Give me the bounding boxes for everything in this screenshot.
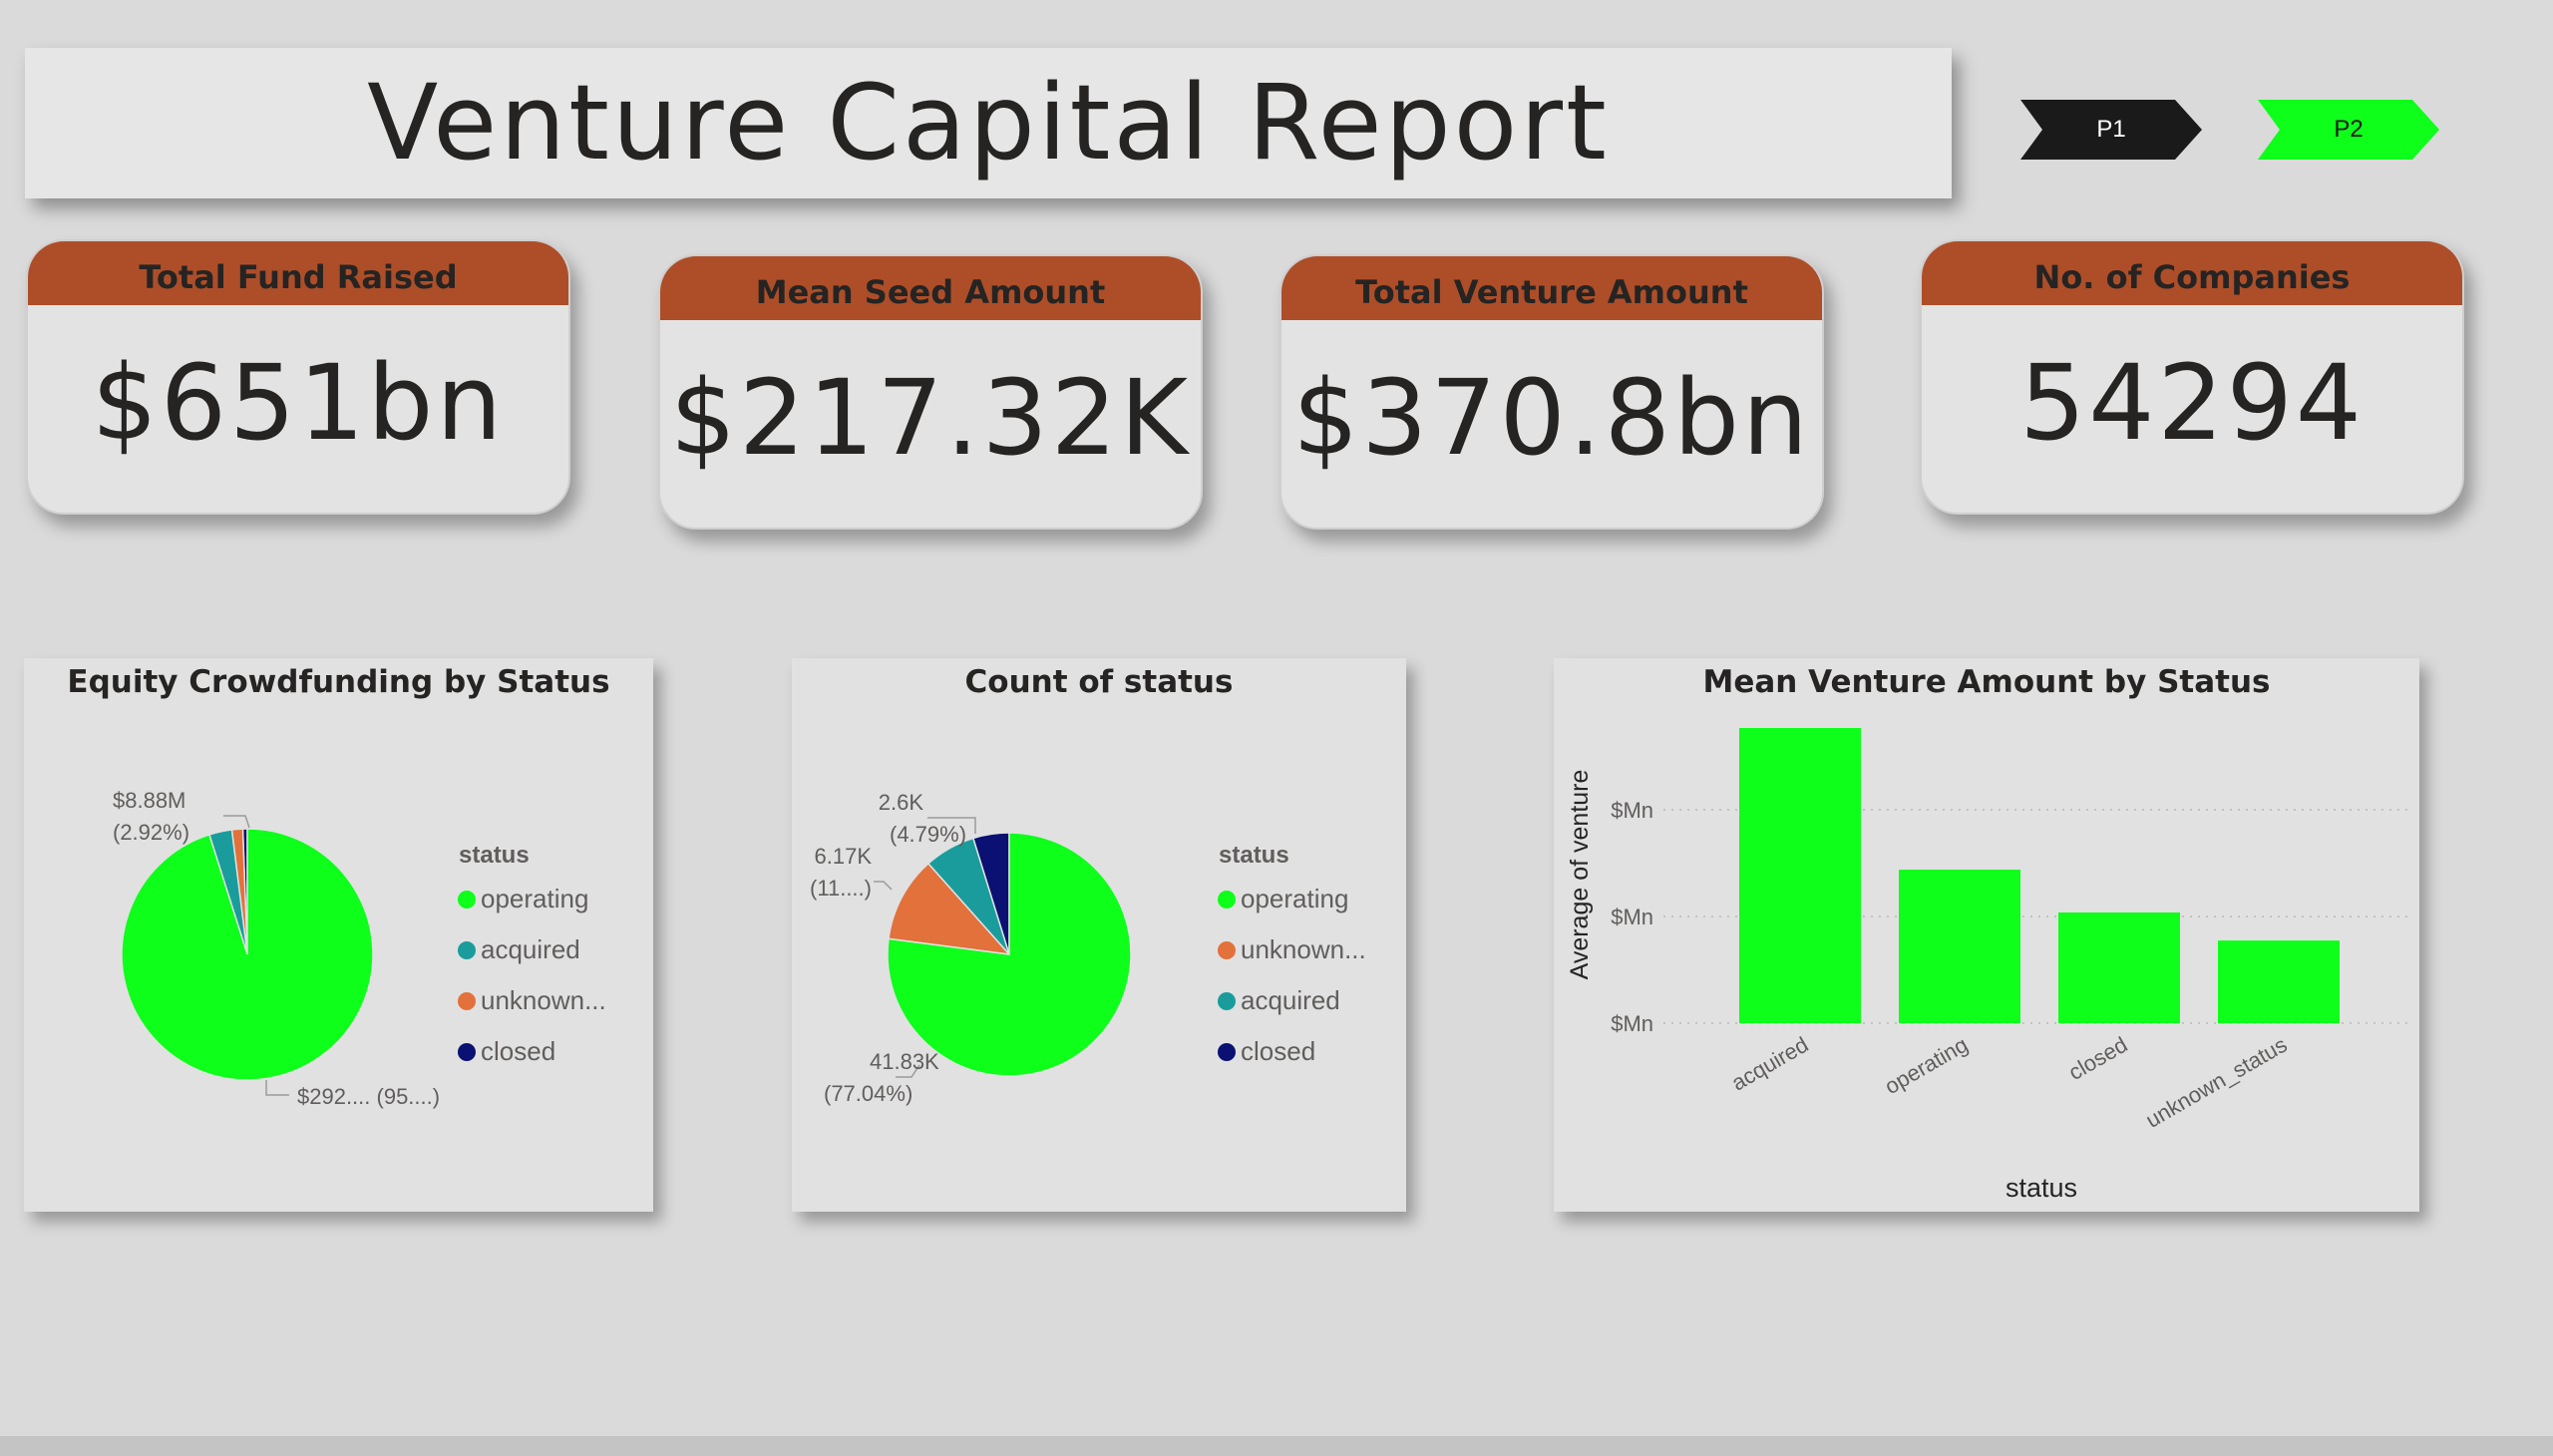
legend-item[interactable]: operating: [1241, 884, 1348, 913]
data-label: (4.79%): [890, 822, 966, 847]
nav-arrow-p1-shape: [2020, 100, 2202, 160]
pie-chart-count-of-status: 2.6K (4.79%) 6.17K (11....) 41.83K (77.0…: [810, 790, 1366, 1106]
chart-panel-equity-crowdfunding[interactable]: Equity Crowdfunding by Status $8.88M (2.…: [24, 658, 653, 1212]
kpi-card-total-venture-amount: Total Venture Amount $370.8bn: [1279, 254, 1824, 530]
pie-slice-operating[interactable]: [121, 828, 374, 1081]
nav-button-p1[interactable]: P1: [2020, 100, 2202, 160]
pie-slice-operating[interactable]: [887, 832, 1132, 1077]
legend-marker: [1218, 941, 1236, 959]
report-title-box: Venture Capital Report: [25, 48, 1952, 198]
data-label: (11....): [810, 876, 872, 901]
nav-label-p1: P1: [2096, 116, 2126, 143]
chart-panel-mean-venture-amount[interactable]: Mean Venture Amount by Status $Mn $Mn $Mn …: [1554, 658, 2419, 1212]
chart-title: Equity Crowdfunding by Status: [67, 664, 610, 700]
nav-arrow-p2-shape: [2258, 100, 2439, 160]
kpi-card-no-of-companies: No. of Companies 54294: [1920, 239, 2464, 515]
page-title: Venture Capital Report: [367, 62, 1610, 183]
data-label: 6.17K: [815, 844, 873, 869]
kpi-value: 54294: [2019, 342, 2365, 464]
chart-title: Count of status: [964, 664, 1234, 700]
nav-label-p2: P2: [2334, 116, 2364, 143]
legend-marker: [1218, 992, 1236, 1010]
x-tick-label: operating: [1881, 1032, 1973, 1100]
y-tick-label: $Mn: [1611, 1011, 1653, 1036]
bar-chart-mean-venture-amount: $Mn $Mn $Mn acquired operating closed unknown…: [1566, 728, 2409, 1203]
kpi-label: Mean Seed Amount: [660, 256, 1201, 320]
kpi-card-mean-seed-amount: Mean Seed Amount $217.32K: [658, 254, 1203, 530]
leader-line: [223, 815, 250, 829]
legend-item[interactable]: unknown...: [481, 985, 606, 1015]
chart-title: Mean Venture Amount by Status: [1702, 664, 2271, 700]
pie-chart-equity-crowdfunding: $8.88M (2.92%) $292.... (95....) status …: [113, 788, 606, 1109]
kpi-label: Total Fund Raised: [28, 241, 568, 305]
leader-line: [896, 1064, 920, 1078]
data-label: $8.88M: [113, 788, 185, 813]
kpi-value: $217.32K: [669, 357, 1192, 479]
bar-unknown-status[interactable]: [2218, 940, 2340, 1023]
legend-marker: [458, 1043, 476, 1061]
legend-title: status: [1219, 842, 1289, 869]
x-axis-label: status: [2006, 1173, 2077, 1203]
leader-line: [265, 1080, 289, 1096]
legend-marker: [1218, 1043, 1236, 1061]
legend-marker: [458, 941, 476, 959]
legend-marker: [458, 992, 476, 1010]
nav-button-p2[interactable]: P2: [2258, 100, 2439, 160]
pie-slice-unknown[interactable]: [888, 862, 1011, 956]
y-axis-label: Average of venture: [1566, 770, 1594, 980]
legend-title: status: [459, 842, 530, 869]
y-tick-label: $Mn: [1611, 798, 1653, 823]
kpi-label: No. of Companies: [1922, 241, 2462, 305]
x-tick-label: closed: [2064, 1032, 2132, 1085]
y-tick-label: $Mn: [1611, 905, 1653, 929]
kpi-card-total-fund-raised: Total Fund Raised $651bn: [26, 239, 570, 515]
chart-panel-count-of-status[interactable]: Count of status 2.6K (4.79%) 6.17K (11..…: [792, 658, 1406, 1212]
horizontal-scrollbar[interactable]: [0, 1436, 2553, 1456]
kpi-label: Total Venture Amount: [1281, 256, 1822, 320]
data-label: $292.... (95....): [297, 1084, 440, 1109]
bar-acquired[interactable]: [1739, 728, 1861, 1023]
data-label: 2.6K: [879, 790, 924, 815]
bar-closed[interactable]: [2058, 912, 2180, 1023]
data-label: (77.04%): [824, 1081, 912, 1106]
legend-item[interactable]: operating: [481, 884, 588, 913]
leader-line: [874, 881, 893, 891]
x-tick-label: unknown_status: [2141, 1032, 2291, 1133]
x-tick-label: acquired: [1727, 1032, 1813, 1096]
leader-line: [927, 817, 976, 834]
legend-marker: [458, 891, 476, 909]
legend-item[interactable]: acquired: [1241, 985, 1340, 1015]
legend-item[interactable]: unknown...: [1241, 934, 1366, 964]
legend-item[interactable]: closed: [481, 1036, 555, 1066]
bar-operating[interactable]: [1899, 870, 2020, 1023]
kpi-value: $651bn: [91, 342, 506, 464]
data-label: 41.83K: [870, 1049, 939, 1074]
data-label: (2.92%): [113, 820, 189, 845]
legend-item[interactable]: closed: [1241, 1036, 1315, 1066]
kpi-value: $370.8bn: [1292, 357, 1811, 479]
legend-marker: [1218, 891, 1236, 909]
legend-item[interactable]: acquired: [481, 934, 580, 964]
